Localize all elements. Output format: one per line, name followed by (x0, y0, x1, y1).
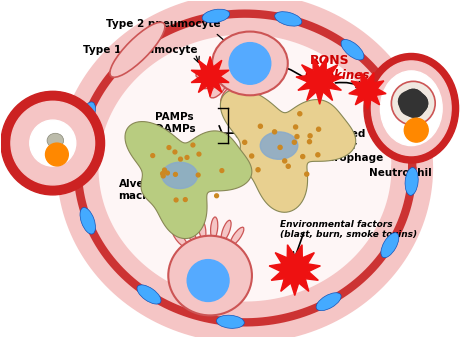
Ellipse shape (341, 40, 364, 60)
Polygon shape (125, 122, 252, 239)
Circle shape (191, 143, 195, 147)
Circle shape (174, 198, 178, 202)
Circle shape (243, 140, 246, 144)
Ellipse shape (388, 90, 405, 116)
Circle shape (298, 112, 302, 116)
Circle shape (185, 155, 189, 159)
Ellipse shape (126, 40, 149, 60)
Polygon shape (220, 89, 356, 212)
Circle shape (317, 127, 320, 131)
Circle shape (414, 99, 421, 107)
Ellipse shape (217, 315, 244, 328)
Text: Type 2 pneumocyte: Type 2 pneumocyte (106, 19, 220, 29)
Circle shape (151, 154, 155, 158)
Circle shape (308, 134, 312, 138)
Circle shape (11, 101, 95, 185)
Text: Environmental factors
(blast, burn, smoke toxins): Environmental factors (blast, burn, smok… (280, 220, 417, 239)
Text: Activated
alveolar
macrophage: Activated alveolar macrophage (310, 129, 383, 163)
Circle shape (410, 103, 419, 111)
Circle shape (292, 140, 296, 144)
Circle shape (392, 81, 435, 125)
Circle shape (305, 172, 309, 176)
Circle shape (258, 124, 263, 128)
Circle shape (183, 198, 187, 201)
Ellipse shape (168, 236, 252, 315)
Ellipse shape (275, 12, 302, 26)
Ellipse shape (110, 22, 165, 77)
Circle shape (406, 101, 414, 110)
Circle shape (179, 157, 182, 161)
Circle shape (197, 152, 201, 156)
Text: Cytokines: Cytokines (305, 69, 370, 82)
Circle shape (173, 172, 177, 176)
Circle shape (283, 159, 287, 163)
Ellipse shape (80, 102, 95, 128)
Ellipse shape (212, 31, 288, 95)
Circle shape (215, 194, 219, 198)
Ellipse shape (48, 0, 442, 338)
Circle shape (273, 130, 277, 134)
Polygon shape (269, 245, 320, 295)
Ellipse shape (230, 227, 244, 246)
Circle shape (173, 150, 177, 154)
Ellipse shape (196, 68, 215, 78)
Ellipse shape (233, 90, 243, 110)
Ellipse shape (221, 87, 233, 105)
Circle shape (293, 125, 298, 129)
Ellipse shape (185, 222, 196, 242)
Ellipse shape (173, 230, 188, 248)
Ellipse shape (260, 132, 298, 159)
Text: Type 1 pneumocyte: Type 1 pneumocyte (82, 46, 197, 55)
Ellipse shape (210, 82, 225, 98)
Circle shape (316, 153, 320, 157)
Ellipse shape (210, 217, 218, 239)
Circle shape (286, 164, 290, 168)
Text: PAMPs
DAMPs: PAMPs DAMPs (155, 113, 196, 134)
Circle shape (163, 168, 166, 172)
Ellipse shape (93, 30, 396, 307)
Circle shape (161, 174, 165, 178)
Circle shape (1, 91, 105, 195)
Ellipse shape (381, 233, 399, 258)
Ellipse shape (381, 71, 442, 146)
Ellipse shape (137, 285, 161, 304)
Ellipse shape (372, 61, 451, 155)
Ellipse shape (162, 162, 198, 189)
Circle shape (229, 43, 271, 84)
Circle shape (30, 120, 76, 166)
Circle shape (46, 143, 68, 166)
Circle shape (187, 260, 229, 301)
Circle shape (410, 95, 417, 103)
Circle shape (196, 173, 200, 177)
Ellipse shape (201, 76, 219, 89)
Circle shape (165, 171, 169, 175)
Text: Blood vessel: Blood vessel (5, 133, 79, 143)
Polygon shape (296, 57, 343, 104)
Circle shape (295, 135, 299, 139)
Ellipse shape (221, 220, 231, 241)
Polygon shape (191, 56, 229, 96)
Circle shape (167, 146, 171, 149)
Circle shape (301, 154, 305, 159)
Ellipse shape (202, 9, 230, 23)
Ellipse shape (80, 208, 95, 234)
Ellipse shape (47, 133, 64, 148)
Circle shape (404, 118, 428, 142)
Circle shape (308, 140, 311, 144)
Ellipse shape (405, 168, 418, 195)
Circle shape (278, 145, 282, 149)
Circle shape (404, 98, 412, 105)
Text: RONS: RONS (310, 54, 349, 67)
Circle shape (256, 168, 260, 172)
Ellipse shape (246, 91, 255, 111)
Ellipse shape (364, 53, 458, 163)
Text: Neutrophil: Neutrophil (369, 168, 432, 178)
Polygon shape (349, 73, 386, 109)
Circle shape (220, 169, 224, 172)
Circle shape (250, 154, 254, 158)
Circle shape (161, 172, 164, 175)
Text: Alveolar
macrophage: Alveolar macrophage (118, 179, 192, 201)
Ellipse shape (198, 218, 206, 239)
Ellipse shape (316, 293, 341, 311)
